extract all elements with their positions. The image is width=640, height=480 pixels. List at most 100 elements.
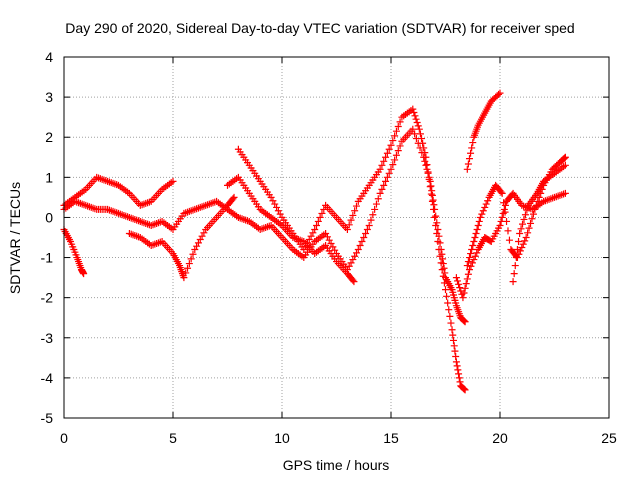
data-point [442, 286, 449, 294]
data-point-interp [497, 188, 505, 196]
data-point [354, 246, 362, 254]
data-point-interp [427, 190, 435, 198]
data-point-interp [452, 352, 460, 360]
data-point [191, 246, 199, 254]
data-point-interp [187, 255, 195, 263]
data-point-interp [425, 175, 433, 183]
data-point [376, 189, 384, 197]
data-point [459, 294, 467, 302]
data-point-interp [410, 108, 418, 116]
data-point-interp [462, 280, 470, 288]
data-point-interp [460, 316, 468, 324]
data-point [452, 274, 460, 282]
data-point-interp [510, 270, 518, 278]
data-point-interp [434, 238, 442, 246]
data-point-interp [534, 197, 542, 205]
data-point-interp [513, 246, 521, 254]
y-tick-label: 1 [45, 169, 53, 185]
data-point-interp [307, 232, 315, 240]
data-point [448, 326, 456, 334]
data-point-interp [455, 370, 463, 378]
data-point-interp [182, 269, 190, 277]
data-point-interp [468, 259, 476, 267]
data-point-interp [451, 347, 459, 355]
data-point-interp [193, 242, 201, 250]
data-point-interp [432, 221, 440, 229]
data-point-interp [329, 243, 337, 251]
data-point-interp [427, 182, 435, 190]
series-trace-f [234, 105, 469, 394]
data-point-interp [363, 225, 371, 233]
data-point [452, 358, 460, 366]
data-point [496, 221, 504, 229]
data-point-interp [560, 155, 568, 163]
data-point-interp [467, 149, 475, 157]
data-point [311, 225, 319, 233]
data-point-interp [347, 216, 355, 224]
y-tick-label: 0 [45, 209, 53, 225]
data-point-interp [525, 224, 533, 232]
data-point-interp [276, 210, 284, 218]
data-point-interp [430, 205, 438, 213]
data-point [80, 270, 88, 278]
data-point-interp [463, 275, 471, 283]
data-point-interp [515, 238, 523, 246]
grid-lines [64, 57, 609, 418]
data-point-interp [429, 196, 437, 204]
data-point-interp [269, 197, 277, 205]
data-point-interp [436, 252, 444, 260]
data-point [230, 193, 238, 201]
data-point-interp [521, 237, 529, 245]
data-point-interp [391, 156, 399, 164]
data-point-interp [443, 292, 451, 300]
data-point-interp [383, 149, 391, 157]
data-point [422, 153, 430, 161]
data-point-interp [482, 200, 490, 208]
data-point-interp [424, 168, 432, 176]
data-point [561, 161, 569, 169]
y-tick-label: -3 [41, 330, 54, 346]
data-point [463, 262, 471, 270]
data-point-interp [479, 207, 487, 215]
data-point-interp [440, 279, 448, 287]
data-point-interp [347, 259, 355, 267]
data-point-interp [391, 132, 399, 140]
data-point-interp [318, 209, 326, 217]
data-point-interp [499, 209, 507, 217]
data-point [435, 246, 443, 254]
data-point-interp [416, 130, 424, 138]
data-point-interp [413, 119, 421, 127]
x-tick-label: 10 [274, 430, 290, 446]
data-point [409, 125, 417, 133]
data-point-interp [511, 262, 519, 270]
data-point [376, 165, 384, 173]
data-point-interp [313, 221, 321, 229]
data-point-interp [351, 252, 359, 260]
data-point-interp [469, 139, 477, 147]
data-point-interp [372, 200, 380, 208]
data-point-interp [200, 229, 208, 237]
data-point-interp [455, 280, 463, 288]
data-point-interp [453, 277, 461, 285]
y-tick-label: 4 [45, 49, 53, 65]
data-point-interp [432, 212, 440, 220]
series-trace-a [60, 225, 88, 278]
data-point [350, 278, 358, 286]
data-point-interp [356, 242, 364, 250]
plot-area-frame [63, 56, 610, 419]
data-point-interp [450, 342, 458, 350]
y-tick-label: -2 [41, 290, 54, 306]
data-point-interp [352, 202, 360, 210]
data-point-interp [367, 216, 375, 224]
data-point-interp [189, 250, 197, 258]
data-point-interp [428, 191, 436, 199]
data-point [463, 165, 471, 173]
data-point-interp [520, 215, 528, 223]
data-point-interp [418, 135, 426, 143]
data-point-interp [185, 260, 193, 268]
series-trace-b [60, 125, 469, 326]
data-point [516, 229, 524, 237]
data-point [465, 266, 473, 274]
data-point-interp [473, 249, 481, 257]
